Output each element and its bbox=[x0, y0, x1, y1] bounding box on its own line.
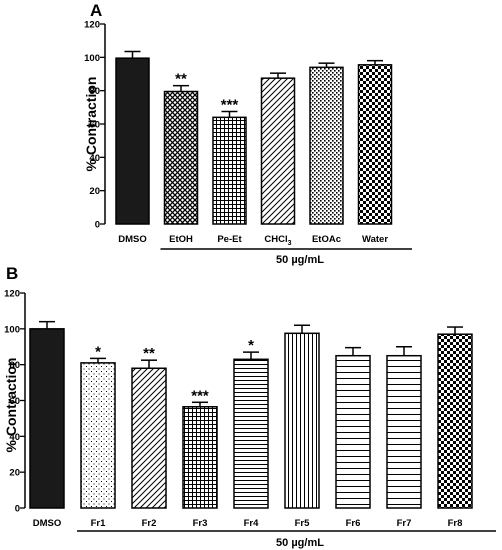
panel-b-category-label-fr6: Fr6 bbox=[346, 518, 361, 529]
panel-b-category-label-fr3: Fr3 bbox=[193, 518, 208, 529]
panel-a-significance-etoh: ** bbox=[175, 71, 187, 88]
panel-b-category-label-fr1: Fr1 bbox=[91, 518, 107, 529]
panel-a-category-label-etoh: EtOH bbox=[169, 234, 193, 245]
panel-b-bar-fr8 bbox=[437, 333, 473, 509]
panel-b-bar-fr6 bbox=[335, 354, 371, 509]
panel-b-category-label-fr4: Fr4 bbox=[244, 518, 260, 529]
panel-a-ytick-label-40: 40 bbox=[89, 153, 100, 164]
panel-a-significance-pe-et: *** bbox=[221, 97, 239, 114]
panel-b-category-label-fr2: Fr2 bbox=[142, 518, 157, 529]
panel-a-category-label-pe-et: Pe-Et bbox=[217, 234, 242, 245]
panel-a-bar-chcl3 bbox=[260, 77, 296, 225]
panel-a-bar-pe-et bbox=[212, 116, 247, 225]
panel-b-ytick-label-100: 100 bbox=[4, 324, 20, 335]
panel-a-group-label: 50 µg/mL bbox=[276, 254, 324, 266]
panel-a-ytick-label-20: 20 bbox=[89, 186, 100, 197]
panel-b-ytick-label-20: 20 bbox=[9, 468, 20, 479]
panel-b-letter: B bbox=[6, 264, 18, 283]
panel-b-significance-fr1: * bbox=[95, 343, 101, 360]
panel-b-bar-fr2 bbox=[131, 367, 167, 509]
panel-b-ylabel: % Contraction bbox=[3, 358, 19, 453]
panel-b-ytick-label-120: 120 bbox=[4, 289, 20, 300]
panel-b-bar-fr3 bbox=[182, 406, 218, 509]
panel-b-ytick-label-60: 60 bbox=[9, 396, 20, 407]
panel-a-bar-etoac bbox=[309, 66, 344, 225]
panel-b-bar-fr7 bbox=[386, 354, 422, 509]
panel-b-bar-fr1 bbox=[80, 362, 116, 509]
panel-b-ytick-label-0: 0 bbox=[15, 504, 20, 515]
panel-a: A 0 20 40 60 80 100 120 % Contraction DMSO ** EtOH *… bbox=[83, 1, 412, 266]
panel-b-significance-fr4: * bbox=[248, 337, 254, 354]
panel-b-bar-fr5 bbox=[284, 332, 320, 509]
panel-a-category-label-etoac: EtOAc bbox=[312, 234, 341, 245]
panel-b-bar-fr4 bbox=[233, 358, 269, 509]
panel-a-ytick-label-80: 80 bbox=[89, 86, 100, 97]
panel-a-ytick-label-120: 120 bbox=[84, 20, 100, 31]
panel-a-category-label-dmso: DMSO bbox=[118, 234, 147, 245]
panel-a-letter: A bbox=[90, 1, 102, 20]
panel-b-ytick-label-40: 40 bbox=[9, 432, 20, 443]
panel-a-bar-water bbox=[357, 64, 393, 225]
panel-a-ylabel: % Contraction bbox=[83, 77, 99, 172]
panel-b-category-label-fr8: Fr8 bbox=[448, 518, 463, 529]
panel-a-bar-dmso bbox=[115, 57, 150, 225]
panel-a-ytick-label-60: 60 bbox=[89, 120, 100, 131]
panel-b-ytick-label-80: 80 bbox=[9, 360, 20, 371]
panel-b-bar-dmso bbox=[29, 328, 65, 509]
panel-a-category-label-water: Water bbox=[362, 234, 388, 245]
panel-b-significance-fr2: ** bbox=[143, 345, 155, 362]
panel-a-category-label-chcl3: CHCl3 bbox=[264, 234, 291, 247]
panel-a-ytick-label-100: 100 bbox=[84, 53, 100, 64]
panel-b-group-label: 50 µg/mL bbox=[276, 537, 324, 549]
panel-b: B 0 20 40 60 80 100 120 % Contraction DMSO * Fr1 ** F… bbox=[3, 264, 496, 549]
panel-b-category-label-fr5: Fr5 bbox=[295, 518, 311, 529]
panel-b-category-label-dmso: DMSO bbox=[33, 518, 62, 529]
panel-a-bar-etoh bbox=[163, 90, 199, 225]
panel-b-category-label-fr7: Fr7 bbox=[397, 518, 412, 529]
panel-a-ytick-label-0: 0 bbox=[95, 220, 100, 231]
panel-b-significance-fr3: *** bbox=[191, 387, 209, 404]
